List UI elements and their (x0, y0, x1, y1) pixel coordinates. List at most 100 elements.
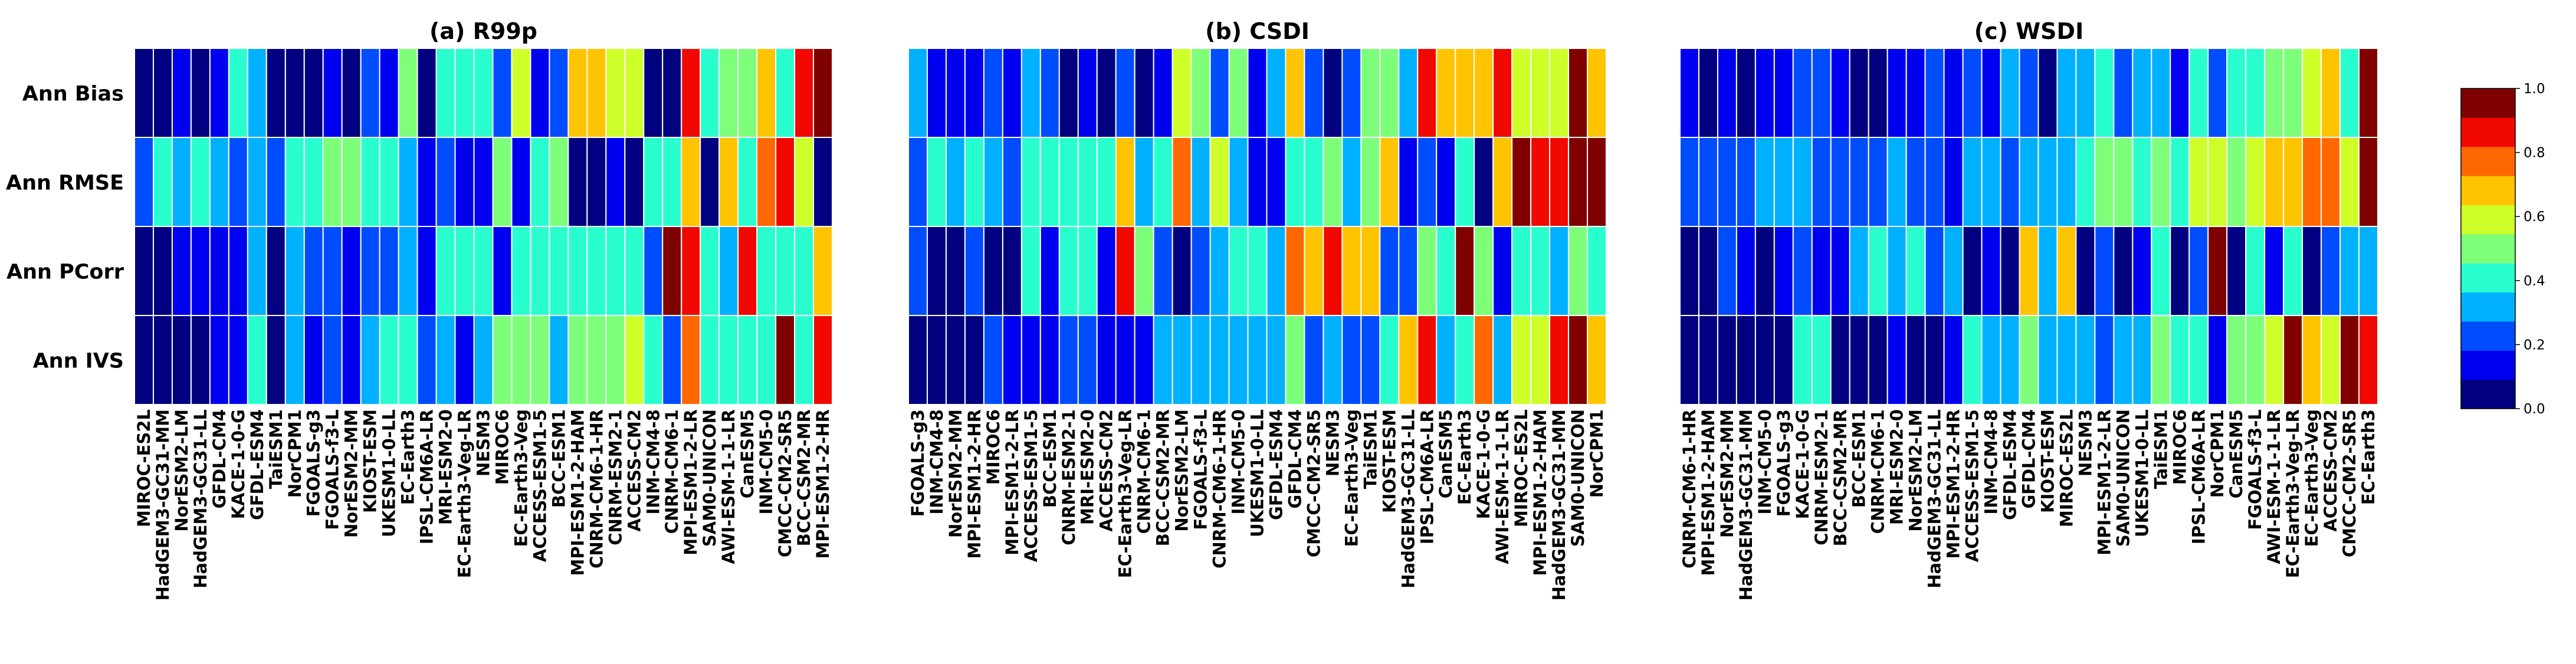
column-label: AWI-ESM-1-1-LR (2264, 409, 2284, 564)
heatmap-cell (1058, 137, 1079, 227)
column-label: MRI-ESM2-0 (1078, 409, 1098, 525)
column-label: INM-CM4-8 (927, 409, 947, 515)
column-label: HadGEM3-GC31-LL (1398, 409, 1418, 589)
column-label: NESM3 (1323, 409, 1343, 476)
heatmap-cell (2000, 315, 2020, 405)
heatmap-cell (1455, 137, 1475, 227)
heatmap-cell (1209, 48, 1230, 138)
heatmap-cell (1304, 48, 1324, 138)
heatmap-cell (1717, 226, 1737, 316)
column-label: CMCC-CM2-SR5 (775, 409, 795, 557)
heatmap-cell (1549, 137, 1570, 227)
heatmap-cell (341, 48, 362, 138)
heatmap-cell (643, 137, 664, 227)
heatmap-cell (1285, 48, 1305, 138)
heatmap-cell (1698, 48, 1718, 138)
heatmap-cell (908, 226, 928, 316)
heatmap-cell (473, 315, 494, 405)
heatmap-cell (1398, 48, 1419, 138)
heatmap-cell (605, 137, 626, 227)
column-label: EC-Earth3-Veg (2302, 409, 2322, 547)
heatmap-cell (1773, 226, 1794, 316)
column-label: EC-Earth3-Veg (1341, 409, 1361, 547)
column-label: AWI-ESM-1-1-LR (1492, 409, 1512, 564)
heatmap-cell (322, 48, 343, 138)
column-label: FGOALS-g3 (908, 409, 928, 517)
heatmap-cell (1811, 226, 1832, 316)
heatmap-cell (1436, 137, 1456, 227)
heatmap-cell (1943, 315, 1964, 405)
heatmap-cell (1530, 315, 1551, 405)
heatmap-cell (228, 48, 248, 138)
column-label: INM-CM4-8 (1981, 409, 2001, 515)
heatmap-cell (1171, 226, 1192, 316)
heatmap-cell (1754, 315, 1775, 405)
column-label: KACE-1-0-G (1474, 409, 1494, 519)
heatmap-cell (1679, 48, 1699, 138)
heatmap-cell (1115, 137, 1136, 227)
heatmap-cell (2132, 315, 2152, 405)
heatmap-cell (681, 226, 701, 316)
heatmap-cell (1323, 226, 1343, 316)
heatmap-cell (1096, 226, 1117, 316)
heatmap-cell (1209, 137, 1230, 227)
column-label: CanESM5 (737, 409, 757, 498)
colorbar-tick-label: 0.2 (2524, 337, 2545, 353)
heatmap-cell (1134, 137, 1154, 227)
column-label: MPI-ESM1-2-HR (813, 409, 833, 559)
heatmap-cell (1002, 226, 1022, 316)
heatmap-cell (1754, 226, 1775, 316)
heatmap-cell (2264, 137, 2285, 227)
column-label: NorCPM1 (285, 409, 305, 498)
heatmap-cell (134, 48, 154, 138)
heatmap-cell (1209, 226, 1230, 316)
heatmap-cell (1002, 137, 1022, 227)
heatmap-cell (2207, 137, 2228, 227)
heatmap-cell (360, 48, 380, 138)
heatmap-cell (416, 137, 437, 227)
heatmap-cell (1849, 48, 1869, 138)
heatmap-cell (265, 315, 286, 405)
heatmap-cell (681, 137, 701, 227)
heatmap-cell (2019, 137, 2039, 227)
heatmap-cell (737, 137, 758, 227)
heatmap-cell (964, 137, 985, 227)
column-label: MRI-ESM2-0 (436, 409, 456, 525)
heatmap-cell (2056, 48, 2077, 138)
heatmap-cell (1549, 315, 1570, 405)
heatmap-cell (2321, 226, 2341, 316)
heatmap-cell (813, 226, 833, 316)
panel-title: (c) WSDI (1974, 18, 2083, 44)
heatmap-cell (2094, 226, 2115, 316)
column-label: NorESM2-MM (1717, 409, 1737, 538)
column-label: CMCC-CM2-SR5 (1304, 409, 1324, 557)
heatmap-cell (624, 137, 645, 227)
column-label: GFDL-CM4 (1285, 409, 1305, 509)
heatmap-cell (2151, 137, 2171, 227)
heatmap-cell (1905, 137, 1926, 227)
colorbar-swatch (2461, 88, 2515, 118)
heatmap-cell (435, 315, 456, 405)
heatmap-cell (1568, 48, 1589, 138)
column-label: EC-Earth3-Veg-LR (2283, 409, 2303, 578)
heatmap-cell (171, 137, 192, 227)
heatmap-cell (775, 226, 796, 316)
heatmap-cell (775, 48, 796, 138)
heatmap-cell (1735, 315, 1756, 405)
heatmap-cell (718, 226, 739, 316)
column-label: TaiESM1 (266, 409, 286, 489)
heatmap-cell (190, 315, 211, 405)
heatmap-cell (1058, 48, 1079, 138)
heatmap-cell (1530, 226, 1551, 316)
column-label: GFDL-ESM4 (247, 409, 267, 520)
heatmap-cell (134, 226, 154, 316)
column-label: INM-CM5-0 (1755, 409, 1775, 515)
heatmap-cell (643, 226, 664, 316)
heatmap-cell (1115, 48, 1136, 138)
colorbar-tick-label: 0.8 (2524, 146, 2545, 161)
heatmap-cell (1134, 315, 1154, 405)
heatmap-cell (2037, 137, 2058, 227)
heatmap-cell (1228, 48, 1249, 138)
heatmap-cell (1190, 137, 1211, 227)
heatmap-cell (1905, 315, 1926, 405)
